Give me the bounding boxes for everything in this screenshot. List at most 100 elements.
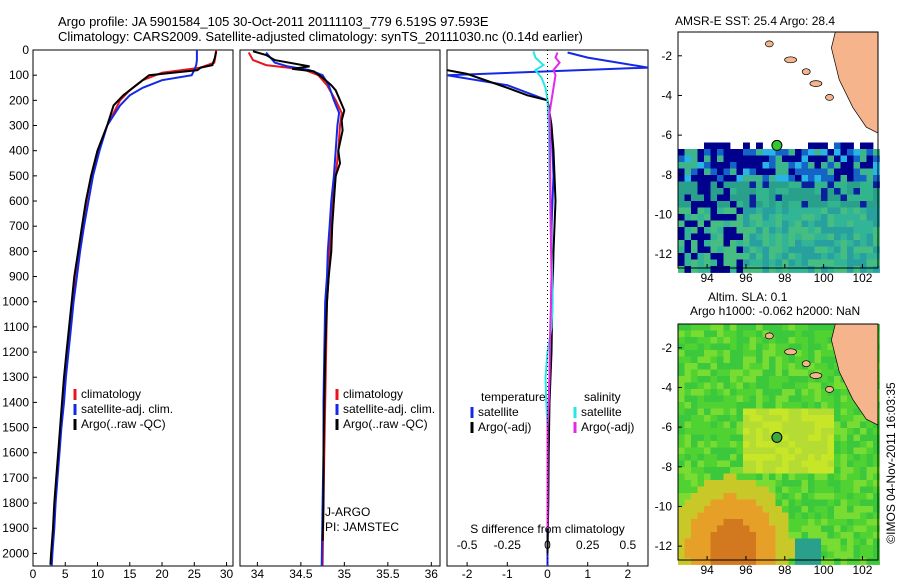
map-cell — [827, 155, 835, 163]
map-cell — [808, 214, 815, 221]
map-cell — [834, 415, 841, 422]
map-cell — [840, 266, 848, 273]
map-cell — [697, 330, 705, 338]
map-cell — [808, 532, 815, 539]
map-cell — [762, 467, 770, 474]
map-cell — [795, 519, 802, 526]
map-cell — [821, 382, 828, 390]
map-cell — [736, 168, 744, 176]
map-cell — [782, 188, 789, 195]
map-cell — [697, 525, 705, 533]
map-cell — [736, 467, 744, 474]
map-cell — [840, 499, 848, 507]
map-cell — [860, 512, 867, 520]
map-cell — [756, 434, 763, 442]
map-cell — [691, 447, 698, 455]
sst-map-title: AMSR-E SST: 25.4 Argo: 28.4 — [675, 14, 836, 28]
map-cell — [730, 363, 737, 370]
map-cell — [788, 356, 796, 364]
map-cell — [723, 369, 731, 377]
map-cell — [736, 493, 744, 500]
map-cell — [808, 402, 815, 409]
map-cell — [678, 415, 685, 422]
map-cell — [808, 149, 815, 156]
map-cell — [860, 155, 867, 163]
map-cell — [684, 395, 692, 403]
map-cell — [788, 467, 796, 474]
map-cell — [840, 525, 848, 533]
map-cell — [795, 532, 802, 539]
y-tick-label: 600 — [9, 194, 29, 208]
map-cell — [795, 240, 802, 247]
map-cell — [769, 428, 776, 435]
map-cell — [743, 506, 750, 513]
map-cell — [749, 389, 757, 396]
map-cell — [684, 376, 692, 383]
map-cell — [704, 142, 711, 150]
map-cell — [782, 201, 789, 208]
map-cell — [756, 259, 763, 267]
map-cell — [678, 149, 685, 156]
map-cell — [782, 162, 789, 169]
map-cell — [821, 350, 828, 357]
map-cell — [866, 545, 874, 552]
map-cell — [730, 266, 737, 273]
map-cell — [775, 454, 783, 461]
map-cell — [782, 194, 789, 202]
map-cell — [678, 162, 685, 169]
map-cell — [717, 214, 724, 221]
map-cell — [795, 395, 802, 403]
map-cell — [808, 525, 815, 533]
map-cell — [717, 532, 724, 539]
map-cell — [691, 188, 698, 195]
map-cell — [782, 181, 789, 189]
map-cell — [795, 467, 802, 474]
map-cell — [762, 493, 770, 500]
x-tick-label: -1 — [502, 567, 513, 580]
map-cell — [762, 454, 770, 461]
map-cell — [782, 253, 789, 260]
map-cell — [847, 149, 854, 156]
map-cell — [704, 447, 711, 455]
map-cell — [782, 454, 789, 461]
map-cell — [788, 330, 796, 338]
map-cell — [873, 486, 880, 494]
map-cell — [808, 395, 815, 403]
map-cell — [710, 188, 718, 195]
map-cell — [678, 486, 685, 494]
map-cell — [788, 519, 796, 526]
map-cell — [827, 480, 835, 487]
map-cell — [762, 473, 770, 481]
map-cell — [684, 246, 692, 254]
map-cell — [749, 538, 757, 546]
map-cell — [814, 441, 822, 448]
map-cell — [762, 538, 770, 546]
sst-map-panel: 94 96 98 100 102-12-10-8-6-4-2 — [655, 31, 880, 285]
map-cell — [775, 467, 783, 474]
map-cell — [814, 434, 822, 442]
map-cell — [860, 558, 867, 565]
map-cell — [873, 266, 880, 273]
map-cell — [866, 447, 874, 455]
map-cell — [769, 253, 776, 260]
map-cell — [723, 389, 731, 396]
map-cell — [827, 486, 835, 494]
map-cell — [710, 545, 718, 552]
map-cell — [678, 506, 685, 513]
map-cell — [691, 356, 698, 364]
map-cell — [769, 207, 776, 215]
map-cell — [808, 337, 815, 344]
map-cell — [866, 532, 874, 539]
legend-label: Argo(..raw -QC) — [81, 417, 166, 431]
map-cell — [775, 350, 783, 357]
map-cell — [834, 253, 841, 260]
map-cell — [717, 201, 724, 208]
land-island — [801, 68, 811, 76]
map-cell — [743, 194, 750, 202]
map-cell — [762, 428, 770, 435]
map-cell — [697, 454, 705, 461]
map-cell — [723, 162, 731, 169]
map-cell — [866, 214, 874, 221]
map-cell — [834, 467, 841, 474]
x-top-tick-label: 0.25 — [576, 538, 600, 552]
